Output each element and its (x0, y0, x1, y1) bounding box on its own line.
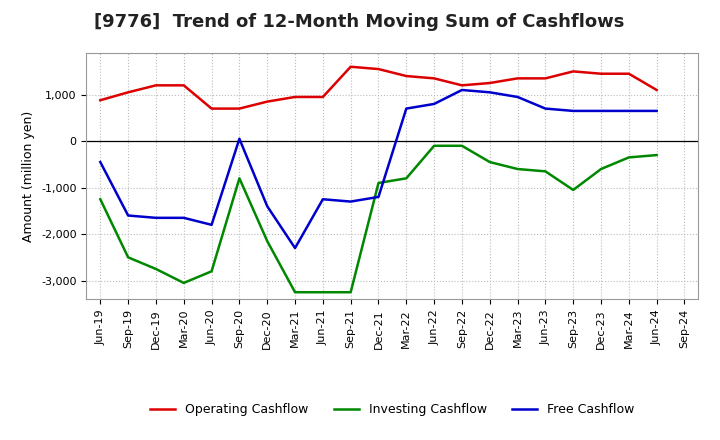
Investing Cashflow (207, 269, 216, 274)
Line: Operating Cashflow: Operating Cashflow (100, 67, 657, 109)
Free Cashflow (652, 108, 661, 114)
Operating Cashflow (235, 106, 243, 111)
Line: Free Cashflow: Free Cashflow (100, 90, 657, 248)
Free Cashflow (207, 222, 216, 227)
Operating Cashflow (458, 83, 467, 88)
Investing Cashflow (485, 159, 494, 165)
Free Cashflow (291, 246, 300, 251)
Operating Cashflow (374, 66, 383, 72)
Investing Cashflow (346, 290, 355, 295)
Investing Cashflow (374, 180, 383, 186)
Operating Cashflow (318, 94, 327, 99)
Free Cashflow (485, 90, 494, 95)
Operating Cashflow (124, 90, 132, 95)
Investing Cashflow (458, 143, 467, 148)
Free Cashflow (152, 215, 161, 220)
Investing Cashflow (263, 238, 271, 244)
Operating Cashflow (513, 76, 522, 81)
Operating Cashflow (152, 83, 161, 88)
Investing Cashflow (541, 169, 550, 174)
Free Cashflow (124, 213, 132, 218)
Free Cashflow (513, 94, 522, 99)
Free Cashflow (179, 215, 188, 220)
Free Cashflow (402, 106, 410, 111)
Operating Cashflow (291, 94, 300, 99)
Free Cashflow (569, 108, 577, 114)
Investing Cashflow (402, 176, 410, 181)
Investing Cashflow (179, 280, 188, 286)
Operating Cashflow (179, 83, 188, 88)
Free Cashflow (430, 101, 438, 106)
Operating Cashflow (569, 69, 577, 74)
Y-axis label: Amount (million yen): Amount (million yen) (22, 110, 35, 242)
Operating Cashflow (624, 71, 633, 77)
Investing Cashflow (152, 266, 161, 271)
Investing Cashflow (652, 152, 661, 158)
Free Cashflow (374, 194, 383, 200)
Free Cashflow (318, 197, 327, 202)
Investing Cashflow (318, 290, 327, 295)
Free Cashflow (96, 159, 104, 165)
Operating Cashflow (430, 76, 438, 81)
Free Cashflow (597, 108, 606, 114)
Operating Cashflow (541, 76, 550, 81)
Operating Cashflow (402, 73, 410, 79)
Free Cashflow (541, 106, 550, 111)
Operating Cashflow (96, 98, 104, 103)
Operating Cashflow (207, 106, 216, 111)
Free Cashflow (458, 88, 467, 93)
Investing Cashflow (597, 166, 606, 172)
Line: Investing Cashflow: Investing Cashflow (100, 146, 657, 292)
Free Cashflow (263, 204, 271, 209)
Investing Cashflow (96, 197, 104, 202)
Text: [9776]  Trend of 12-Month Moving Sum of Cashflows: [9776] Trend of 12-Month Moving Sum of C… (94, 13, 624, 31)
Operating Cashflow (346, 64, 355, 70)
Investing Cashflow (624, 155, 633, 160)
Investing Cashflow (235, 176, 243, 181)
Operating Cashflow (263, 99, 271, 104)
Investing Cashflow (569, 187, 577, 193)
Free Cashflow (235, 136, 243, 141)
Free Cashflow (346, 199, 355, 204)
Free Cashflow (624, 108, 633, 114)
Operating Cashflow (652, 88, 661, 93)
Investing Cashflow (513, 166, 522, 172)
Operating Cashflow (485, 81, 494, 86)
Investing Cashflow (124, 255, 132, 260)
Investing Cashflow (291, 290, 300, 295)
Legend: Operating Cashflow, Investing Cashflow, Free Cashflow: Operating Cashflow, Investing Cashflow, … (145, 398, 639, 421)
Investing Cashflow (430, 143, 438, 148)
Operating Cashflow (597, 71, 606, 77)
